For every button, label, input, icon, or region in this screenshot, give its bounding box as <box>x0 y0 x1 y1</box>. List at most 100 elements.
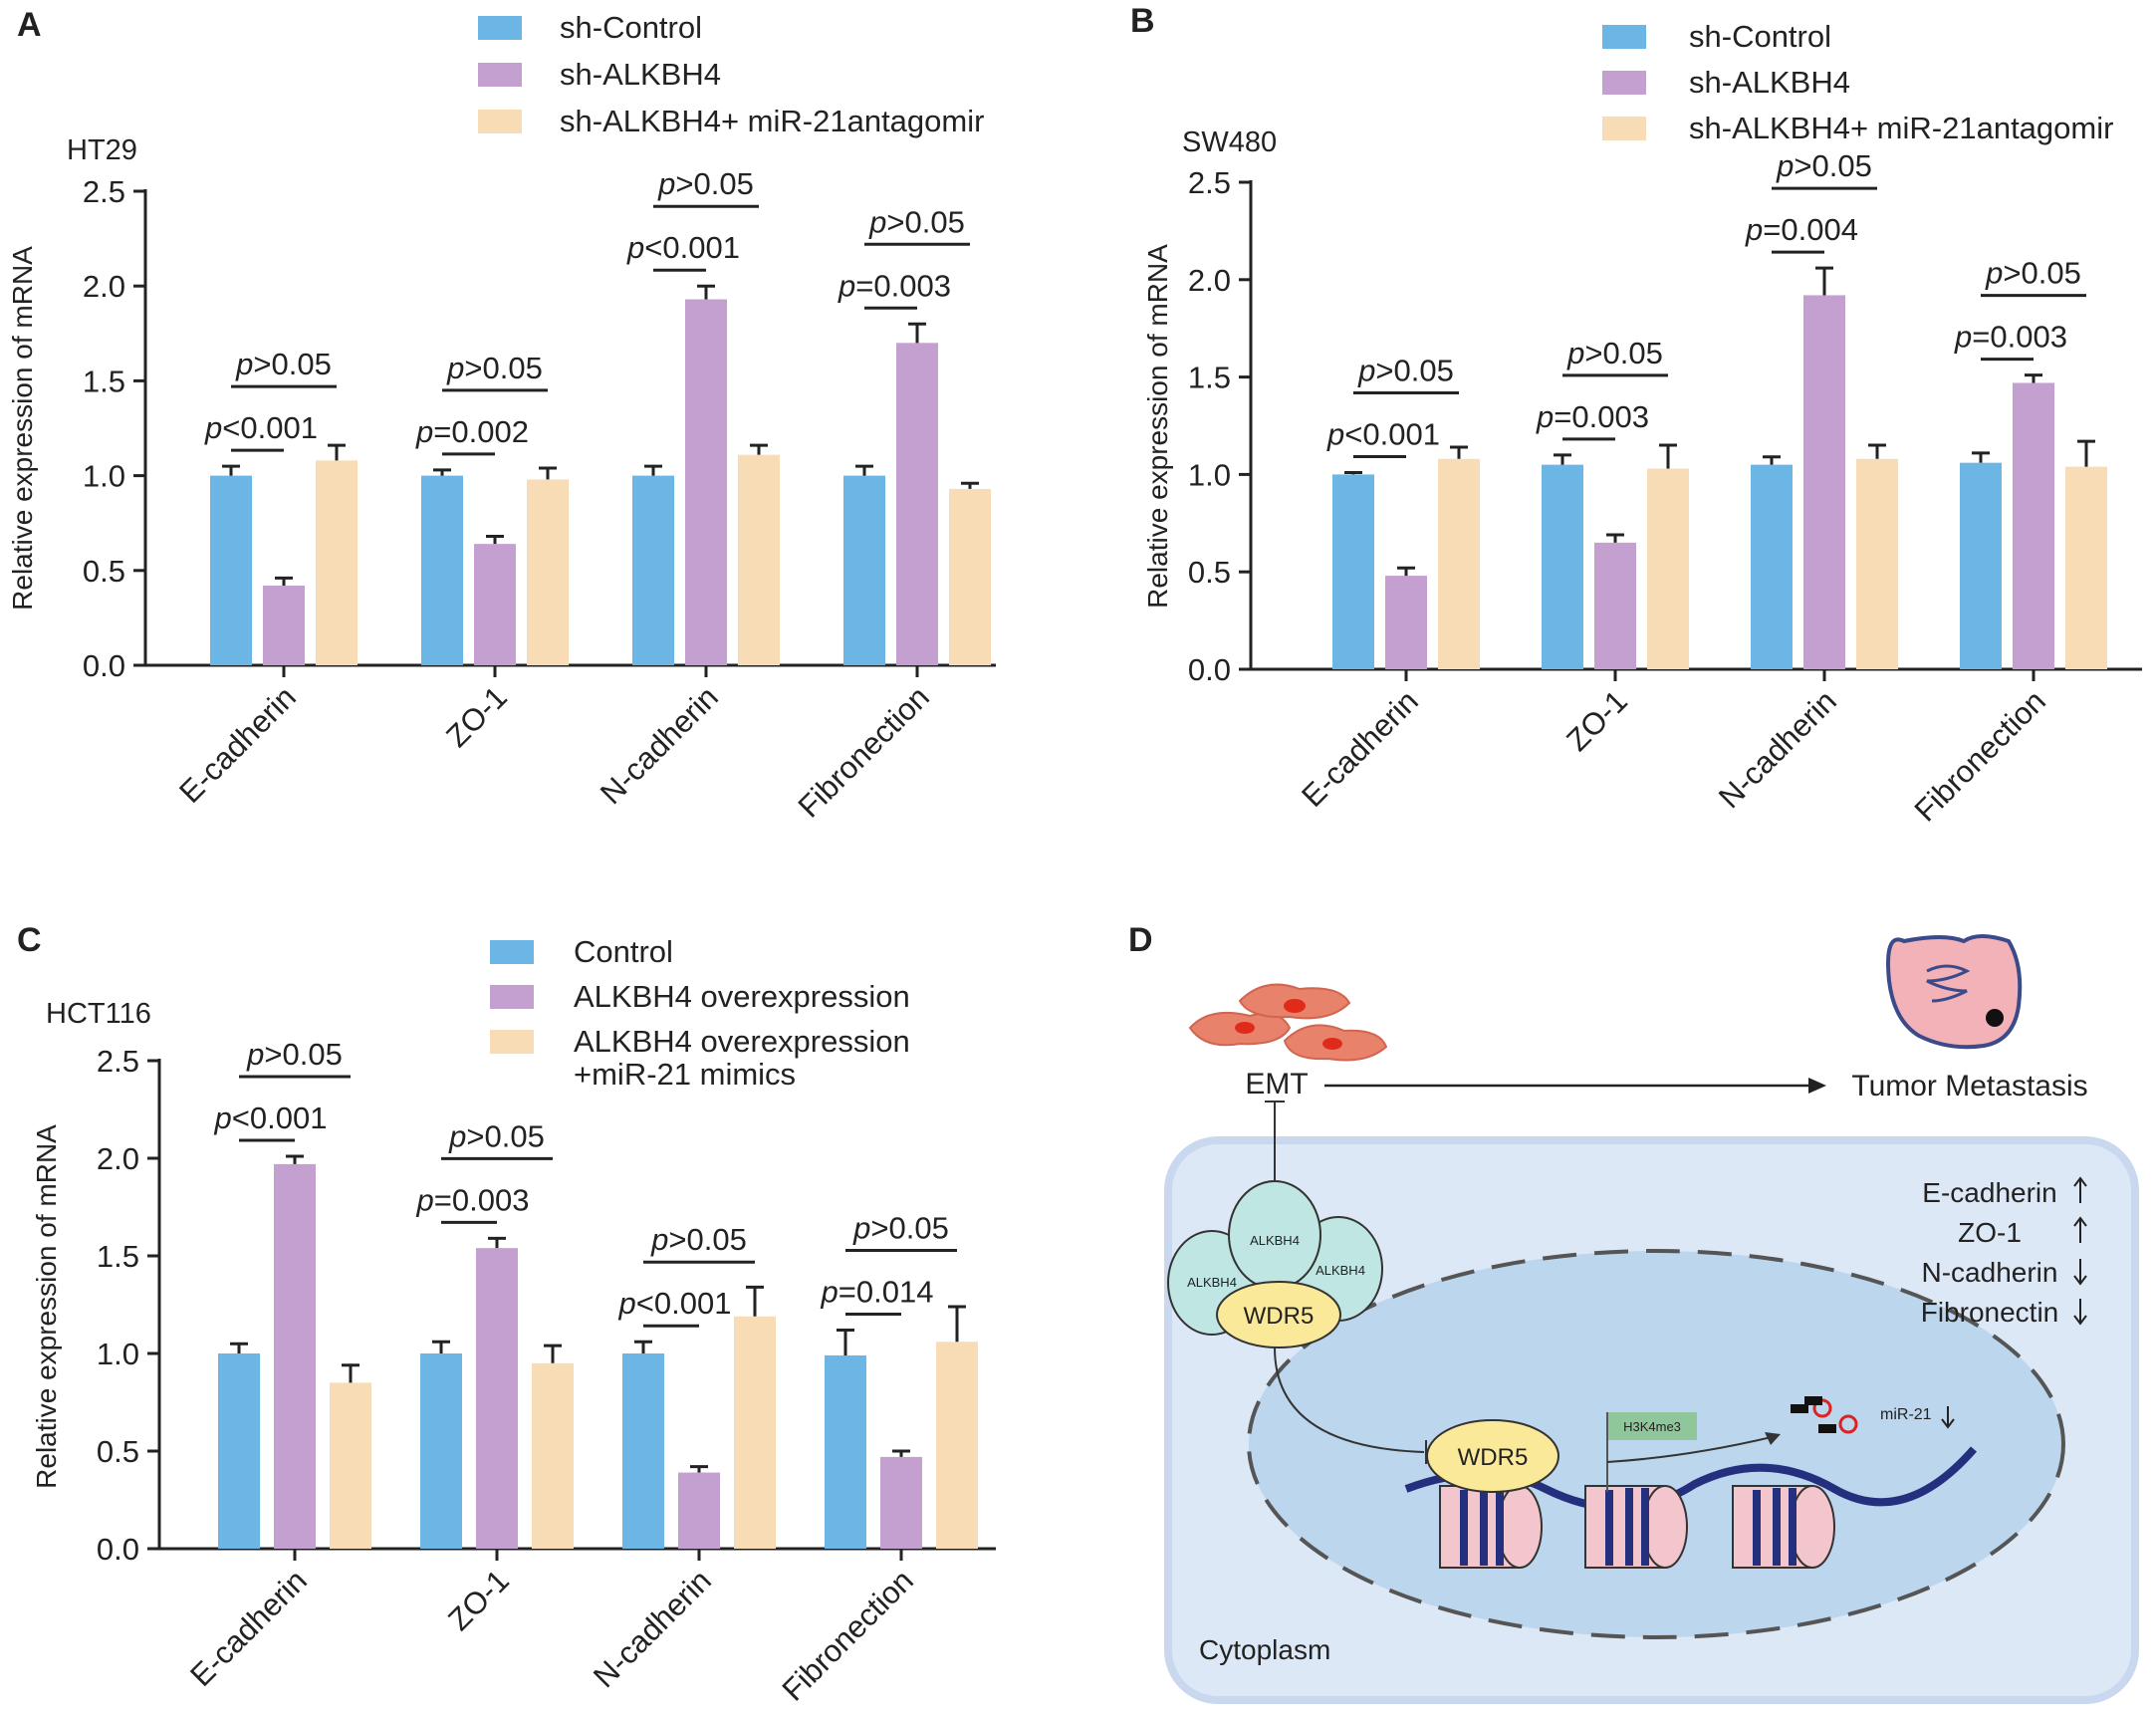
y-tick-label: 2.0 <box>1188 263 1231 298</box>
chart-title: HCT116 <box>46 998 151 1030</box>
y-axis-label: Relative expression of mRNA <box>31 1124 62 1489</box>
error-bar <box>961 481 979 489</box>
legend-label: sh-Control <box>1689 19 1831 54</box>
p-value: p=0.003 <box>1954 320 2067 355</box>
p-value: p>0.05 <box>448 1118 545 1153</box>
x-tick-label: ZO-1 <box>441 1563 516 1637</box>
error-bar <box>634 1340 652 1353</box>
p-value: p>0.05 <box>657 166 754 201</box>
y-tick-label: 1.0 <box>97 1337 139 1371</box>
cell-nucleus <box>1284 999 1306 1013</box>
alkbh4-label: ALKBH4 <box>1187 1275 1237 1290</box>
dna-wrap <box>1460 1488 1797 1566</box>
bar <box>825 1354 866 1549</box>
error-bar <box>1972 451 1990 463</box>
legend-label: ALKBH4 overexpression <box>574 979 910 1014</box>
error-bar <box>486 535 504 545</box>
marker-label: E-cadherin <box>1922 1177 2056 1208</box>
x-tick-label: N-cadherin <box>594 679 725 811</box>
legend-label: sh-Control <box>560 10 702 45</box>
bar <box>1960 462 2002 669</box>
chart-panel: C HCT116 Relative expression of mRNA 0.0 0.5… <box>17 921 996 1708</box>
legend-swatch <box>1602 71 1646 95</box>
x-tick-label: E-cadherin <box>172 679 303 810</box>
bar <box>734 1316 776 1549</box>
p-value: p>0.05 <box>235 347 332 381</box>
cell-nucleus <box>1322 1038 1342 1050</box>
mirna-part <box>1838 1414 1858 1434</box>
legend-swatch <box>1602 117 1646 140</box>
error-bar <box>488 1236 506 1249</box>
inhibit-line <box>1274 1347 1425 1453</box>
error-bar <box>1606 533 1624 543</box>
legend-label: sh-ALKBH4 <box>560 57 721 92</box>
error-bar <box>855 464 873 476</box>
compartment-label: Cytoplasm <box>1199 1634 1330 1665</box>
x-tick-label: ZO-1 <box>439 679 514 754</box>
arrow-head <box>1765 1432 1781 1445</box>
marker-label: ZO-1 <box>1958 1217 2022 1248</box>
legend-swatch <box>1602 25 1646 49</box>
y-tick-label: 2.5 <box>97 1044 139 1079</box>
error-bar <box>2077 439 2095 467</box>
error-bar <box>539 466 557 480</box>
legend-label: sh-ALKBH4+ miR-21antagomir <box>1689 111 2113 145</box>
p-value: p>0.05 <box>1357 353 1454 387</box>
bar <box>632 475 674 665</box>
p-value: p>0.05 <box>246 1037 343 1072</box>
down-arrow <box>1941 1406 1955 1429</box>
marker-label: N-cadherin <box>1922 1257 2058 1288</box>
y-tick-label: 0.0 <box>1188 652 1231 687</box>
error-bar <box>746 1285 764 1317</box>
chart-title: HT29 <box>67 134 137 166</box>
y-tick-label: 0.5 <box>97 1434 139 1469</box>
bar <box>880 1456 922 1549</box>
bar <box>263 586 305 665</box>
legend-swatch <box>490 1030 534 1054</box>
p-value: p>0.05 <box>446 351 543 385</box>
y-axis-label: Relative expression of mRNA <box>7 246 38 611</box>
error-bar <box>750 443 768 455</box>
error-bar <box>433 468 451 476</box>
bar <box>622 1353 664 1549</box>
p-value: p<0.001 <box>626 230 740 265</box>
p-value: p<0.001 <box>618 1286 732 1321</box>
wdr5-label: WDR5 <box>1244 1303 1315 1330</box>
y-tick-label: 2.0 <box>97 1141 139 1176</box>
tumor-dot <box>1986 1009 2004 1027</box>
chart-title: SW480 <box>1182 126 1277 158</box>
mirna-icon <box>1791 1396 1858 1434</box>
diagram: D EMT Tumor Metastasis ALKBH4 A <box>1128 921 2139 1704</box>
bar <box>1803 295 1845 669</box>
p-value: p=0.014 <box>821 1274 934 1309</box>
y-tick-label: 0.0 <box>97 1532 139 1567</box>
p-value: p=0.004 <box>1745 212 1858 247</box>
bar <box>1385 576 1427 669</box>
y-tick-label: 1.5 <box>97 1239 139 1274</box>
error-bar <box>328 443 346 461</box>
error-bar <box>1659 443 1677 469</box>
arrow <box>1606 1436 1773 1463</box>
legend-label: Control <box>574 934 673 969</box>
p-value: p>0.05 <box>852 1210 949 1245</box>
mirna-part <box>1804 1396 1822 1405</box>
error-bar <box>1868 443 1886 459</box>
x-tick-label: Fibronection <box>792 679 936 824</box>
bar <box>1594 542 1636 669</box>
bar <box>678 1472 720 1549</box>
p-value: p=0.002 <box>415 414 529 449</box>
x-tick-label: E-cadherin <box>183 1563 314 1693</box>
bar <box>218 1353 260 1549</box>
bar <box>1438 458 1480 669</box>
error-bar <box>2025 373 2042 383</box>
emt-cells <box>1188 983 1388 1062</box>
panel-label: A <box>17 6 42 44</box>
bar <box>936 1342 978 1549</box>
y-tick-label: 1.5 <box>1188 361 1231 395</box>
x-tick-label: ZO-1 <box>1559 683 1634 758</box>
h3k4me3-label: H3K4me3 <box>1623 1419 1681 1434</box>
cell-nucleus <box>1235 1022 1255 1034</box>
error-bar <box>1397 566 1415 577</box>
nucleosome-face <box>1497 1485 1543 1569</box>
bar <box>2065 466 2107 669</box>
